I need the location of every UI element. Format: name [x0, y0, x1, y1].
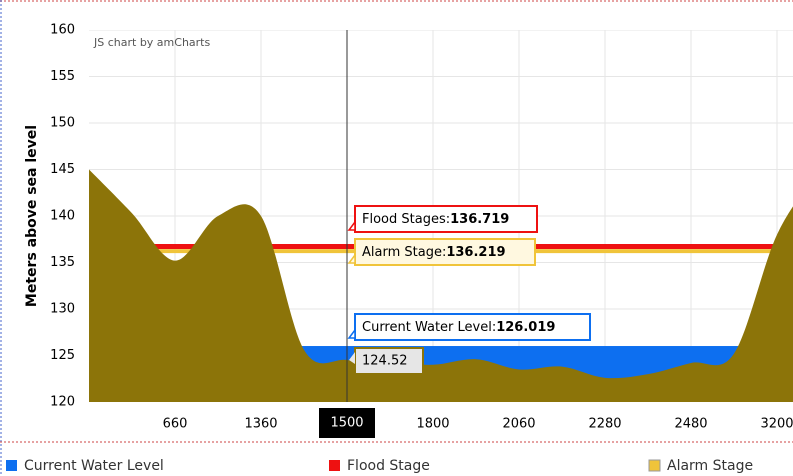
balloon-text: Current Water Level:126.019: [362, 320, 555, 335]
y-tick-label: 150: [50, 116, 75, 131]
x-tick-label: 1360: [244, 417, 277, 432]
y-axis-label: Meters above sea level: [24, 125, 40, 307]
terrain-area: [89, 169, 793, 402]
balloon-value: 136.719: [450, 212, 509, 227]
y-tick-label: 125: [50, 348, 75, 363]
balloon-value: 126.019: [496, 320, 555, 335]
legend-swatch: [6, 460, 17, 471]
legend-label: Flood Stage: [347, 458, 430, 474]
y-tick-label: 160: [50, 23, 75, 38]
legend-swatch: [329, 460, 340, 471]
balloon-pointer: [349, 352, 355, 364]
balloon-value: 124.52: [362, 354, 408, 369]
balloon-box: [354, 238, 536, 266]
legend-label: Alarm Stage: [667, 458, 753, 474]
y-tick-label: 140: [50, 209, 75, 224]
y-tick-label: 135: [50, 255, 75, 270]
x-tick-label: 660: [163, 417, 188, 432]
cursor-box: [319, 408, 375, 438]
y-tick-label: 120: [50, 395, 75, 410]
y-tick-label: 145: [50, 162, 75, 177]
balloon-value: 136.219: [446, 245, 505, 260]
x-tick-label: 2280: [588, 417, 621, 432]
balloon-label: Flood Stages:: [362, 212, 450, 227]
balloon-pointer: [347, 327, 356, 339]
balloon-pointer: [347, 219, 356, 231]
balloon-text: Flood Stages:136.719: [362, 212, 509, 227]
balloon-label: Current Water Level:: [362, 320, 496, 335]
cursor-label: 1500: [330, 416, 363, 431]
credit: JS chart by amCharts: [93, 36, 210, 49]
x-tick-label: 1800: [416, 417, 449, 432]
balloon-label: Alarm Stage:: [362, 245, 446, 260]
legend-swatch: [648, 459, 661, 472]
x-tick-label: 3200: [760, 417, 793, 432]
balloon-pointer: [347, 252, 356, 264]
balloon-box: [354, 205, 538, 233]
y-tick-label: 130: [50, 302, 75, 317]
legend-label: Current Water Level: [24, 458, 164, 474]
y-tick-label: 155: [50, 69, 75, 84]
x-tick-label: 2480: [674, 417, 707, 432]
x-tick-label: 2060: [502, 417, 535, 432]
balloon-text: Alarm Stage:136.219: [362, 245, 506, 260]
balloon-box: [354, 313, 591, 341]
